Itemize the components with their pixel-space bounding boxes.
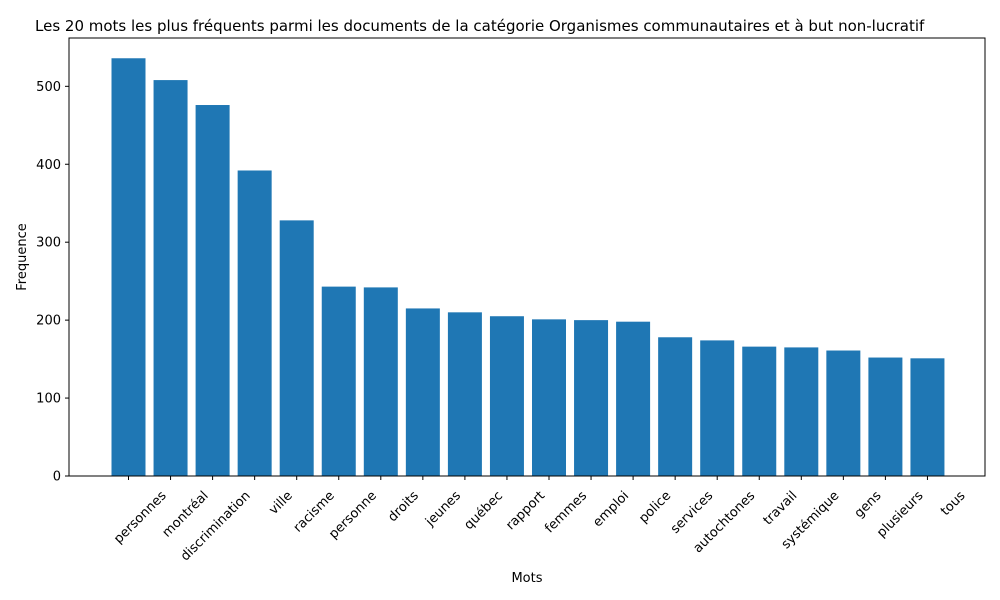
y-tick-label: 500 [36,80,61,95]
x-tick-label: femmes [542,488,590,536]
x-tick-label: police [636,488,674,526]
bar-personnes [111,58,146,476]
x-tick-label: jeunes [422,488,464,530]
bar-discrimination [195,105,230,477]
x-tick-label: ville [266,488,295,517]
x-tick-label: plusieurs [874,488,926,540]
bar-montréal [153,80,188,476]
y-tick-label: 100 [36,392,61,407]
x-tick-label: emploi [590,488,632,530]
y-axis-ticks: 0 100 200 300 400 500 [36,80,69,485]
bar-ville [237,170,272,477]
y-tick-label: 200 [36,314,61,329]
bar-rapport [489,316,524,476]
x-tick-label: rapport [503,488,548,533]
bar-autochtones [700,340,735,476]
bar-québec [447,312,482,476]
bar-travail [742,346,777,476]
bar-racisme [279,220,314,476]
x-tick-label: personnes [111,488,170,547]
x-tick-label: tous [938,488,969,519]
bar-emploi [574,320,609,476]
bar-tous [910,358,945,476]
bar-jeunes [405,308,440,476]
chart-title: Les 20 mots les plus fréquents parmi les… [35,17,925,35]
x-tick-label: droits [385,488,422,525]
bars-group [111,58,945,477]
x-tick-label: québec [462,488,506,532]
bar-police [616,321,651,476]
y-tick-label: 0 [53,470,61,485]
x-tick-label: travail [761,488,801,528]
x-tick-label: gens [852,488,885,521]
bar-femmes [532,319,566,476]
x-axis-label: Mots [511,571,542,586]
bar-plusieurs [868,357,903,476]
bar-systémique [784,347,819,476]
bar-droits [363,287,398,476]
plot-frame [68,37,986,477]
y-tick-label: 300 [36,236,61,251]
y-axis-label: Frequence [15,223,30,290]
bar-services [658,337,693,476]
bar-personne [321,286,356,476]
y-tick-label: 400 [36,158,61,173]
bar-gens [826,350,861,476]
